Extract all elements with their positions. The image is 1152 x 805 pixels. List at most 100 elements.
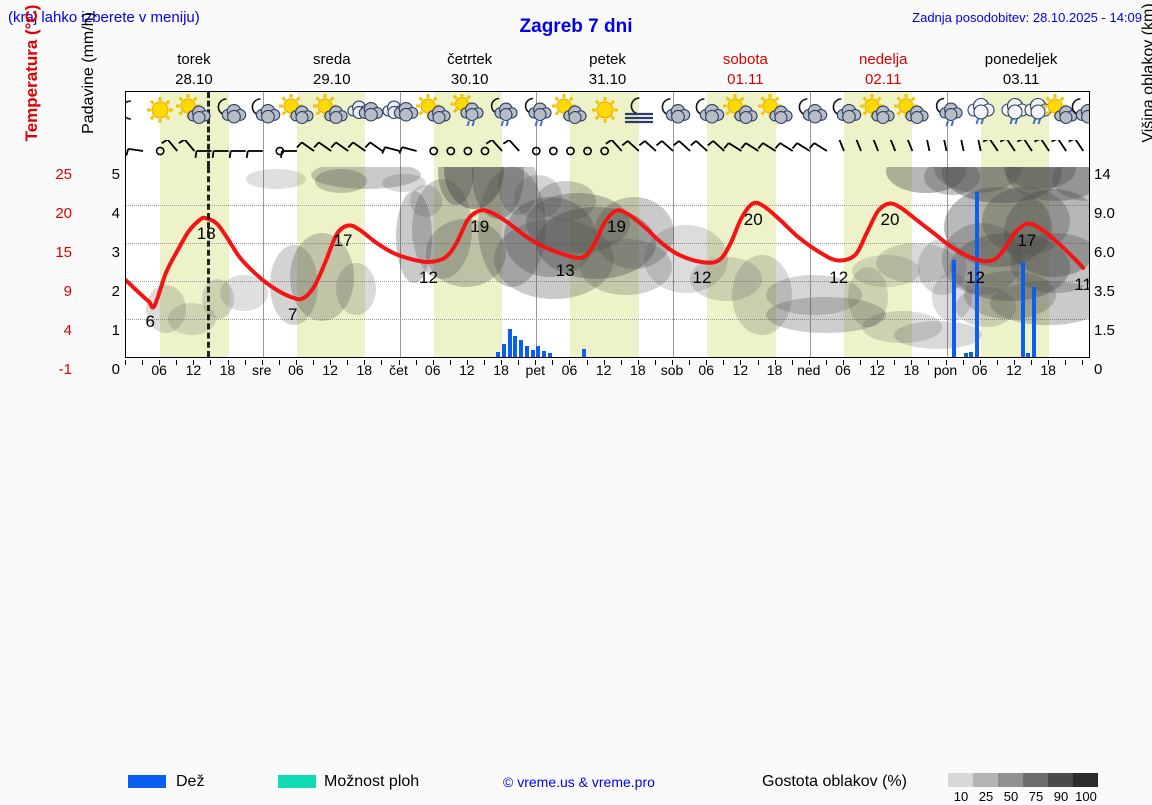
- wind-barb-46: [906, 140, 914, 152]
- cloud-blob-42: [982, 187, 1070, 255]
- cloud-icon: [380, 94, 420, 132]
- cloud-blob-33: [876, 243, 956, 283]
- temp-label-0: 6: [145, 311, 155, 331]
- wind-calm-28: [600, 146, 610, 156]
- showers-legend-label: Možnost ploh: [324, 773, 420, 790]
- moon-cloud-rain-icon: [482, 94, 522, 132]
- cloud-blob-5: [444, 167, 504, 209]
- last-update-text: Zadnja posodobitev: 28.10.2025 - 14:09: [912, 10, 1142, 25]
- wind-barb-51: [982, 140, 999, 152]
- x-label-12: 06: [561, 362, 578, 378]
- precip-bar-6: [530, 350, 535, 357]
- cloud-blob-1: [315, 169, 367, 193]
- x-tick: [313, 360, 315, 365]
- x-tick: [142, 360, 144, 365]
- precip-tick-0: 5: [111, 166, 120, 183]
- wind-barb-7: [228, 150, 246, 159]
- copyright-link[interactable]: © vreme.us & vreme.pro: [503, 774, 655, 790]
- temp-label-9: 20: [743, 209, 763, 229]
- x-label-9: 12: [459, 362, 475, 378]
- precip-bar-0: [496, 352, 501, 357]
- day-name: petek: [589, 51, 626, 68]
- x-tick: [278, 360, 280, 365]
- cloud-tick-3: 3.5: [1094, 283, 1115, 300]
- wind-calm-18: [429, 146, 439, 156]
- wind-barb-33: [673, 140, 691, 152]
- x-tick: [483, 360, 485, 365]
- day-separator-6: [946, 167, 948, 357]
- day-date: 31.10: [588, 71, 627, 88]
- cloud-blob-19: [494, 219, 614, 299]
- x-tick: [774, 360, 776, 365]
- day-name: četrtek: [447, 51, 493, 68]
- temp-label-3: 17: [333, 231, 353, 251]
- x-label-25: 12: [1006, 362, 1022, 378]
- x-label-22: 18: [903, 362, 920, 378]
- precip-bar-8: [541, 351, 546, 357]
- wind-calm-27: [583, 146, 592, 156]
- wind-barb-23: [502, 140, 520, 152]
- current-time-marker: [206, 167, 210, 357]
- wind-barb-40: [791, 142, 811, 152]
- x-tick: [877, 360, 879, 365]
- day-separator-3: [536, 92, 538, 167]
- x-tick: [791, 360, 793, 365]
- x-tick: [586, 360, 588, 365]
- cloud-blob-23: [336, 263, 376, 315]
- precip-bar-2: [507, 328, 512, 357]
- moon-cloud-icon: [790, 94, 830, 132]
- cloud-rain-icon: [961, 94, 1001, 132]
- chart-legend: Dež Možnost ploh © vreme.us & vreme.pro …: [0, 385, 1152, 804]
- x-tick: [518, 360, 520, 365]
- moon-cloud-icon: [687, 94, 727, 132]
- sun-cloud-icon: [174, 94, 214, 132]
- x-tick: [432, 360, 434, 365]
- x-tick: [842, 360, 844, 365]
- cloud-blob-38: [1004, 167, 1076, 189]
- cloud-tick-1: 9.0: [1094, 205, 1115, 222]
- day-date: 03.11: [1002, 71, 1040, 88]
- temperature-line: [126, 200, 1086, 310]
- x-label-0: 06: [151, 362, 167, 378]
- day-header-6: ponedeljek 03.11: [952, 50, 1090, 91]
- x-tick: [1065, 360, 1067, 365]
- cloud-blob-0: [246, 169, 306, 189]
- wind-barb-15: [364, 141, 383, 152]
- day-name: torek: [177, 51, 211, 68]
- density-tick-3: 75: [1028, 789, 1044, 804]
- wind-barb-5: [194, 150, 212, 159]
- cloud-blob-8: [410, 185, 442, 217]
- precip-bar-4: [519, 339, 524, 357]
- density-tick-2: 50: [1003, 789, 1019, 804]
- day-header-1: sreda 29.10: [263, 50, 401, 91]
- density-swatch-1: [973, 773, 998, 787]
- day-date: 29.10: [313, 71, 351, 88]
- rain-legend-label: Dež: [176, 773, 205, 790]
- x-tick: [860, 360, 862, 365]
- precip-bar-15: [1020, 262, 1025, 357]
- cloud-blob-27: [690, 257, 762, 301]
- cloud-blob-51: [932, 273, 972, 321]
- x-label-17: 12: [732, 362, 749, 378]
- x-tick: [381, 360, 383, 365]
- temp-tick-2: 15: [55, 244, 72, 261]
- precip-bar-16: [1026, 353, 1031, 357]
- precip-bar-9: [547, 353, 552, 357]
- wind-barb-50: [977, 140, 982, 152]
- cloud-blob-3: [382, 174, 426, 192]
- x-tick: [330, 360, 332, 365]
- temperature-axis-title: Temperatura (°C): [22, 4, 41, 142]
- cloud-blob-29: [766, 275, 862, 315]
- wind-barb-29: [605, 140, 623, 152]
- precipitation-axis-ticks: 5 4 3 2 1 0: [96, 160, 120, 377]
- cloud-blob-36: [934, 167, 1022, 193]
- day-name: nedelja: [859, 51, 908, 68]
- wind-barb-52: [999, 140, 1016, 152]
- x-label-18: 18: [766, 362, 783, 378]
- wind-barb-53: [1016, 140, 1033, 152]
- gridline-h-3: [126, 281, 1089, 282]
- cloud-blob-32: [852, 255, 920, 287]
- cloud-blob-48: [990, 281, 1089, 325]
- precip-bar-17: [1032, 286, 1037, 357]
- wind-calm-25: [548, 146, 558, 156]
